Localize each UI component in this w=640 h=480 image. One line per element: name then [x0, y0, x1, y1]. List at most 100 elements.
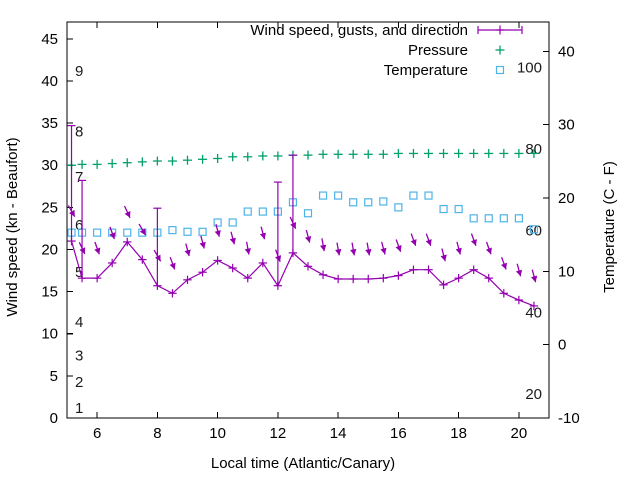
y-tick-label: 20: [41, 241, 58, 258]
square-marker: [364, 198, 373, 207]
wind-arrow-head: [199, 241, 206, 249]
y-axis-title: Wind speed (kn - Beaufort): [4, 137, 21, 316]
wind-arrow-head: [124, 211, 131, 218]
square-marker: [93, 228, 102, 237]
x-tick-label: 20: [511, 425, 528, 442]
y2-tick-label: 30: [558, 117, 575, 134]
x-axis-ticks: 6 8 10 12 14 16 18 20: [93, 22, 527, 442]
square-marker: [424, 191, 433, 200]
wind-arrow-head: [214, 230, 221, 237]
y-tick-label: 40: [41, 73, 58, 90]
square-marker: [484, 214, 493, 223]
wind-arrow-head: [485, 247, 492, 255]
wind-arrow-head: [229, 237, 236, 245]
wind-arrow-head: [515, 269, 523, 277]
wind-arrow-head: [305, 236, 312, 243]
legend-label: Pressure: [408, 42, 468, 59]
wind-arrow-head: [501, 262, 507, 270]
y-tick-label: 15: [41, 284, 58, 301]
square-marker: [439, 204, 448, 214]
y2-axis-title: Temperature (C - F): [601, 161, 618, 293]
wind-arrow-head: [139, 228, 146, 236]
wind-arrow-head: [395, 245, 402, 252]
fahrenheit-label: 60: [525, 222, 542, 239]
x-tick-label: 10: [209, 425, 226, 442]
beaufort-label: 1: [75, 400, 83, 417]
wind-arrow-head: [109, 232, 116, 240]
wind-arrow-head: [290, 222, 296, 229]
beaufort-label: 7: [75, 169, 83, 186]
wind-arrow-head: [69, 209, 75, 217]
chart-legend: Wind speed, gusts, and direction Pressure…: [250, 22, 523, 79]
square-marker: [334, 191, 343, 200]
legend-label: Wind speed, gusts, and direction: [250, 22, 468, 39]
square-marker: [258, 207, 267, 216]
wind-arrow-head: [169, 262, 176, 270]
square-marker: [379, 197, 388, 206]
y2-tick-label: 40: [558, 43, 575, 60]
fahrenheit-label: 20: [525, 386, 542, 403]
beaufort-label: 3: [75, 348, 83, 365]
wind-arrow-head: [335, 248, 342, 256]
plot-border: [66, 21, 550, 419]
wind-arrow-head: [350, 248, 357, 256]
wind-arrow-head: [259, 232, 266, 240]
y2-tick-label: 0: [558, 337, 566, 354]
wind-arrow-head: [440, 254, 447, 262]
wind-arrow-head: [365, 248, 372, 256]
square-marker: [394, 203, 403, 212]
wind-arrow-head: [425, 239, 432, 246]
x-tick-label: 14: [330, 425, 347, 442]
square-marker: [303, 209, 313, 218]
y-tick-label: 45: [41, 31, 58, 48]
square-marker: [123, 228, 132, 237]
square-marker: [409, 191, 418, 200]
wind-arrow-head: [320, 244, 327, 252]
beaufort-label: 2: [75, 374, 83, 391]
plot-frame: [66, 21, 550, 419]
wind-arrow-head: [184, 249, 191, 257]
y-tick-label: 10: [41, 326, 58, 343]
wind-arrow-head: [410, 239, 417, 246]
wind-arrow-head: [244, 248, 251, 255]
square-marker: [318, 191, 328, 200]
legend-square-sample: [495, 65, 505, 75]
square-marker: [469, 214, 478, 223]
beaufort-label: 8: [75, 124, 83, 141]
y2-axis-ticks: -10 0 10 20 30 40: [543, 43, 580, 427]
square-marker: [529, 225, 539, 234]
wind-arrow-head: [275, 255, 282, 262]
x-tick-label: 8: [153, 425, 161, 442]
y2-tick-label: 10: [558, 263, 575, 280]
x-tick-label: 6: [93, 425, 101, 442]
wind-arrow-head: [470, 239, 477, 246]
wind-arrow-head: [380, 247, 387, 255]
x-tick-label: 16: [390, 425, 407, 442]
square-marker: [499, 214, 508, 223]
beaufort-label: 4: [75, 314, 83, 331]
wind-arrow-head: [455, 247, 462, 255]
y2-tick-label: 20: [558, 190, 575, 207]
square-marker: [454, 204, 463, 214]
square-marker: [228, 218, 237, 227]
x-tick-label: 18: [450, 425, 467, 442]
y-tick-label: 5: [50, 368, 58, 385]
wind-speed-line: [70, 240, 535, 307]
fahrenheit-label: 40: [525, 304, 542, 321]
beaufort-label: 6: [75, 217, 83, 234]
square-marker: [198, 227, 207, 236]
square-marker: [168, 226, 177, 235]
wind-arrow-head: [154, 254, 161, 262]
beaufort-label: 9: [75, 63, 83, 80]
series-wind-speed: [67, 125, 539, 311]
y-tick-label: 35: [41, 115, 58, 132]
beaufort-scale-labels: 1 2 3 4 5 6 7 8 9: [75, 63, 83, 417]
square-marker: [514, 214, 523, 223]
wind-arrow-head: [531, 275, 538, 283]
series-temperature: [67, 191, 539, 237]
y-tick-label: 25: [41, 199, 58, 216]
y2-tick-label: -10: [558, 410, 580, 427]
beaufort-label: 5: [75, 264, 83, 281]
